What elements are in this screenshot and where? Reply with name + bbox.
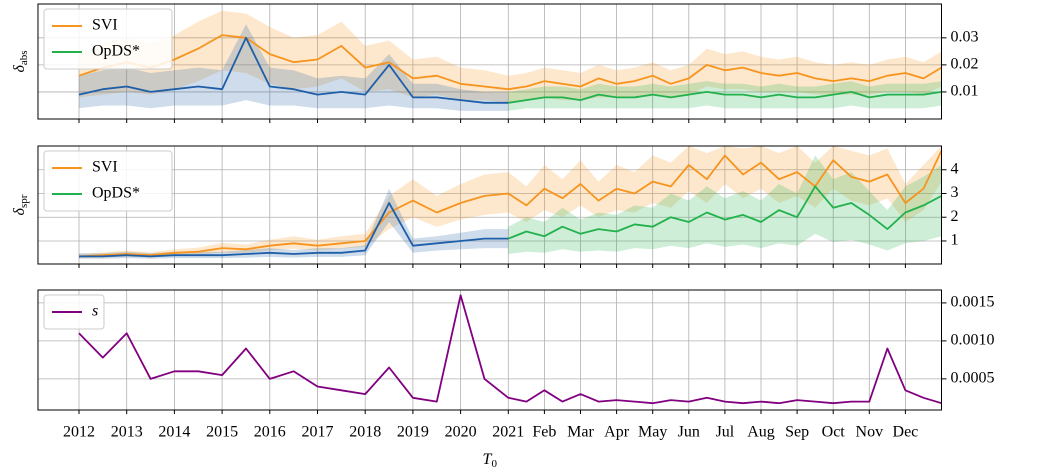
y-label-sub: abs bbox=[18, 50, 30, 65]
plot-frame bbox=[37, 145, 942, 265]
y-tick-label: 0.01 bbox=[951, 83, 979, 100]
plot-frame bbox=[37, 289, 942, 411]
y-tick-label: 0.02 bbox=[951, 56, 979, 73]
y-tick-label: 1 bbox=[951, 232, 959, 249]
confidence-band bbox=[79, 146, 942, 259]
x-label-symbol: T bbox=[483, 451, 493, 468]
x-tick-label: Mar bbox=[567, 424, 594, 441]
y-tick-label: 0.03 bbox=[951, 28, 979, 45]
series-line bbox=[78, 36, 509, 104]
x-tick-label: May bbox=[638, 424, 667, 441]
x-tick-label: 2020 bbox=[445, 424, 477, 441]
x-tick-label: Aug bbox=[747, 424, 775, 441]
legend-label: OpDS* bbox=[92, 185, 140, 202]
x-tick-label: Dec bbox=[893, 424, 919, 441]
confidence-band bbox=[79, 24, 509, 111]
x-tick-label: 2019 bbox=[397, 424, 429, 441]
series-line bbox=[508, 91, 942, 104]
x-label-sub: 0 bbox=[491, 458, 497, 470]
series-line bbox=[78, 294, 942, 405]
y-axis-label: δabs bbox=[11, 50, 30, 72]
y-tick-label: 0.0010 bbox=[951, 332, 995, 349]
x-tick-label: 2012 bbox=[63, 424, 95, 441]
y-tick-label: 4 bbox=[951, 160, 959, 177]
y-label-symbol: δ bbox=[11, 65, 28, 73]
x-tick-label: Jun bbox=[678, 424, 700, 441]
plot-area bbox=[78, 146, 942, 259]
y-axis-label: δspr bbox=[11, 194, 30, 215]
x-tick-label: Feb bbox=[532, 424, 556, 441]
x-tick-label: 2018 bbox=[349, 424, 381, 441]
legend-label: OpDS* bbox=[92, 43, 140, 60]
legend-label: SVI bbox=[92, 159, 118, 176]
y-label-sub: spr bbox=[18, 194, 30, 208]
x-tick-label: Apr bbox=[604, 424, 630, 441]
x-tick-label: 2014 bbox=[158, 424, 190, 441]
y-tick-label: 0.0005 bbox=[951, 370, 995, 387]
y-tick-label: 3 bbox=[951, 184, 959, 201]
plot-frame bbox=[37, 3, 942, 120]
series-line bbox=[79, 202, 509, 258]
y-tick-label: 2 bbox=[951, 208, 959, 225]
x-tick-label: Oct bbox=[822, 424, 846, 441]
x-tick-label: 2013 bbox=[111, 424, 143, 441]
x-tick-label: 2016 bbox=[254, 424, 286, 441]
confidence-band bbox=[79, 10, 942, 103]
x-tick-label: Nov bbox=[856, 424, 884, 441]
x-axis-label: T0 bbox=[483, 451, 498, 470]
legend-box bbox=[43, 150, 173, 212]
x-tick-label: Sep bbox=[785, 424, 809, 441]
legend-box bbox=[43, 8, 173, 70]
confidence-band bbox=[508, 155, 942, 254]
confidence-band bbox=[508, 81, 942, 111]
y-tick-label: 0.0015 bbox=[951, 294, 995, 311]
x-tick-label: 2021 bbox=[492, 424, 524, 441]
x-tick-label: 2017 bbox=[302, 424, 334, 441]
legend-label: SVI bbox=[92, 17, 118, 34]
plot-area bbox=[78, 10, 942, 111]
x-tick-label: Jul bbox=[716, 424, 735, 441]
plot-area bbox=[78, 294, 942, 405]
legend-label: s bbox=[92, 303, 98, 320]
x-tick-label: 2015 bbox=[206, 424, 238, 441]
series-line bbox=[507, 185, 942, 240]
y-label-symbol: δ bbox=[11, 207, 28, 215]
